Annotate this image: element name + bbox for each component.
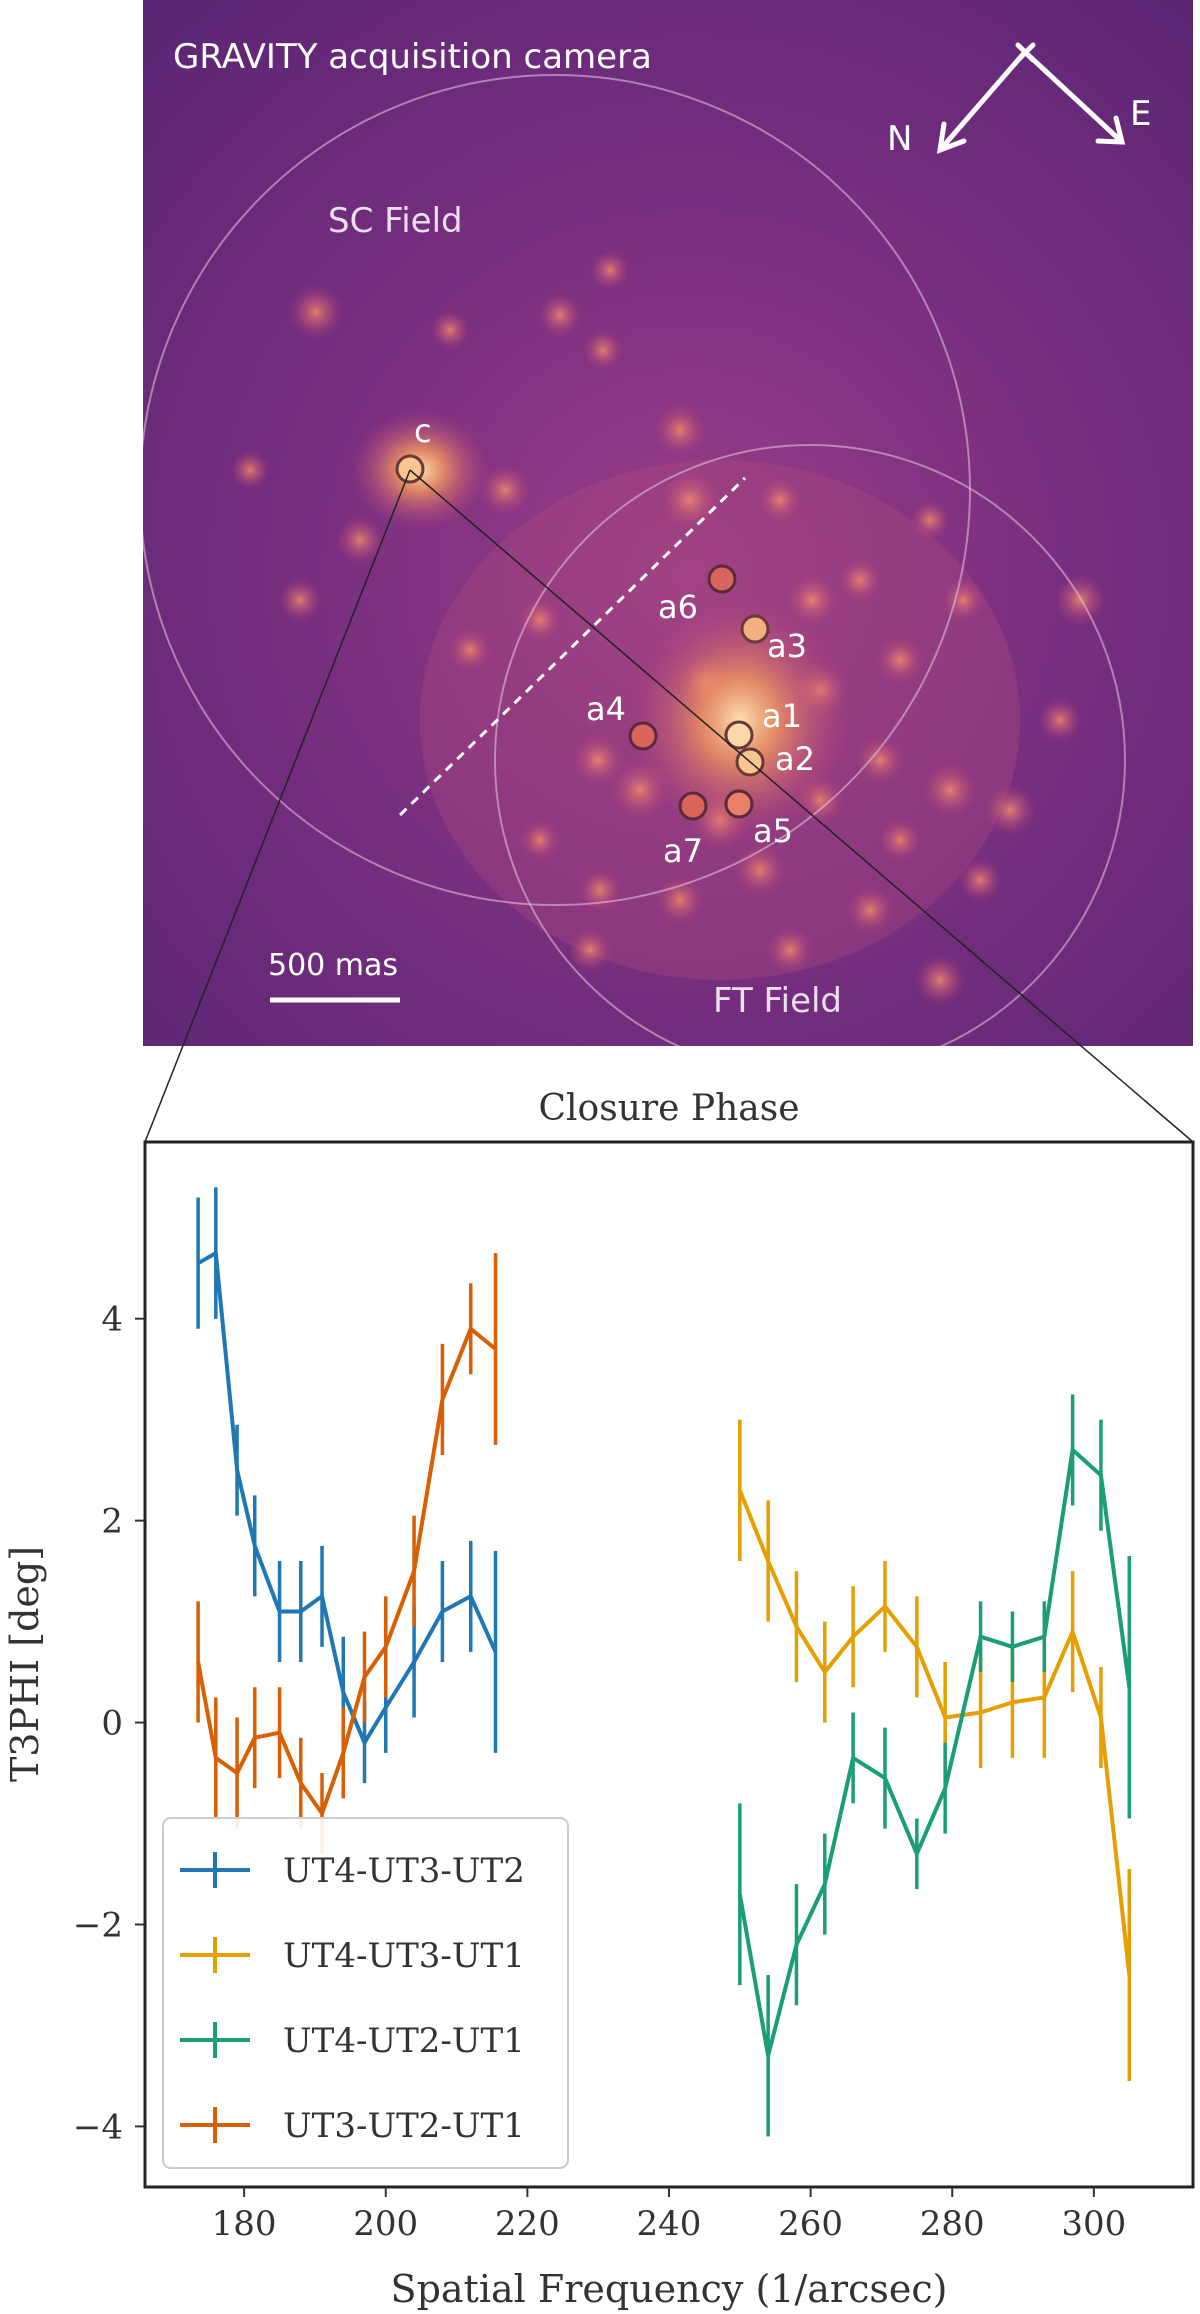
series-line-2 — [737, 1447, 1132, 2058]
source-label-a3: a3 — [767, 627, 807, 665]
star-blob-4 — [654, 404, 706, 456]
source-marker-a3 — [740, 614, 770, 644]
sc-field-label: SC Field — [328, 201, 463, 241]
y-tick-label-2: 2 — [101, 1502, 123, 1542]
y-axis-label: T3PHI [deg] — [3, 1546, 47, 1782]
star-blob-0 — [288, 284, 344, 340]
compass-east-arrowhead — [1095, 115, 1126, 145]
star-blob-19 — [878, 818, 922, 862]
source-label-a4: a4 — [586, 690, 626, 728]
x-tick-label-180: 180 — [212, 2204, 277, 2244]
source-label-a7: a7 — [663, 832, 703, 870]
star-blob-23 — [766, 926, 814, 974]
camera-title: GRAVITY acquisition camera — [173, 37, 652, 77]
source-marker-a7 — [678, 791, 708, 821]
star-blob-34 — [430, 310, 470, 350]
series-UT4-UT3-UT1 — [737, 1419, 1132, 2081]
source-marker-a5 — [724, 789, 754, 819]
plot-frame — [143, 1140, 1195, 2189]
source-marker-c — [395, 454, 425, 484]
star-blob-30 — [518, 598, 562, 642]
x-axis-ticks: 180 200 220 240 260 280 300 — [212, 2187, 1126, 2244]
source-marker-a1 — [724, 720, 754, 750]
star-blob-27 — [336, 516, 384, 564]
x-tick-label-280: 280 — [920, 2204, 985, 2244]
x-tick-label-240: 240 — [637, 2204, 702, 2244]
star-blob-38 — [958, 858, 1002, 902]
star-blob-11 — [1054, 574, 1106, 626]
series-UT3-UT2-UT1 — [196, 1253, 498, 1854]
source-label-a5: a5 — [753, 812, 793, 850]
star-blob-21 — [656, 876, 704, 924]
acquisition-camera-image: GRAVITY acquisition camera SC Field FT F… — [143, 0, 1193, 1046]
star-blob-37 — [520, 820, 560, 860]
y-axis-ticks: −4 −2 0 2 4 — [73, 1300, 145, 2147]
source-label-a1: a1 — [762, 697, 802, 735]
compass-east-label: E — [1130, 94, 1151, 134]
compass-north-label: N — [887, 119, 912, 159]
source-marker-a6 — [707, 564, 737, 594]
star-blob-28 — [278, 578, 322, 622]
legend-label-0: UT4-UT3-UT2 — [283, 1851, 525, 1891]
star-blob-31 — [230, 450, 270, 490]
chart-title: Closure Phase — [539, 1088, 800, 1129]
ft-field-label: FT Field — [713, 981, 842, 1021]
star-blob-29 — [448, 628, 492, 672]
legend-label-2: UT4-UT2-UT1 — [283, 2021, 525, 2061]
legend: UT4-UT3-UT2 UT4-UT3-UT1 UT4-UT2-UT1 UT3-UT2… — [162, 1817, 569, 2169]
star-blob-39 — [910, 500, 950, 540]
y-tick-label-0: 0 — [101, 1704, 123, 1744]
star-blob-6 — [758, 478, 802, 522]
star-blob-32 — [1038, 698, 1082, 742]
compass-east-arrow — [1022, 49, 1125, 145]
star-blob-17 — [922, 762, 978, 818]
series-UT4-UT3-UT2 — [196, 1187, 498, 1784]
series-UT4-UT2-UT1 — [737, 1394, 1132, 2137]
star-blob-25 — [914, 954, 966, 1006]
source-label-c: c — [414, 412, 432, 450]
legend-label-3: UT3-UT2-UT1 — [283, 2106, 525, 2146]
star-blob-16 — [856, 736, 904, 784]
star-blob-10 — [941, 578, 985, 622]
star-blob-8 — [838, 558, 882, 602]
y-tick-label-4: 4 — [101, 1300, 123, 1340]
star-blob-33 — [590, 250, 630, 290]
series-layer — [196, 1187, 1132, 2137]
legend-box — [162, 1817, 569, 2169]
series-line-0 — [197, 1251, 498, 1745]
source-marker-a4 — [628, 721, 658, 751]
star-blob-18 — [984, 784, 1036, 836]
source-label-a6: a6 — [658, 588, 698, 626]
star-blob-24 — [846, 886, 894, 934]
series-line-3 — [196, 1326, 497, 1816]
source-label-a2: a2 — [775, 740, 815, 778]
compass-north-arrow — [937, 49, 1028, 153]
x-tick-label-260: 260 — [778, 2204, 843, 2244]
star-blob-1 — [538, 293, 582, 337]
legend-label-1: UT4-UT3-UT1 — [283, 1936, 525, 1976]
compass — [936, 42, 1126, 154]
scale-bar-label: 500 mas — [268, 948, 398, 983]
star-blob-22 — [578, 868, 622, 912]
y-tick-label--2: −2 — [73, 1905, 123, 1945]
y-tick-label--4: −4 — [73, 2107, 123, 2147]
series-line-1 — [737, 1489, 1132, 1976]
star-blob-9 — [876, 636, 924, 684]
x-axis-label: Spatial Frequency (1/arcsec) — [391, 2267, 948, 2311]
star-blob-26 — [568, 928, 612, 972]
x-tick-label-200: 200 — [353, 2204, 418, 2244]
x-tick-label-220: 220 — [495, 2204, 560, 2244]
compass-north-arrowhead — [936, 121, 967, 154]
star-blob-3 — [583, 330, 623, 370]
x-tick-label-300: 300 — [1061, 2204, 1126, 2244]
source-marker-a2 — [735, 747, 765, 777]
